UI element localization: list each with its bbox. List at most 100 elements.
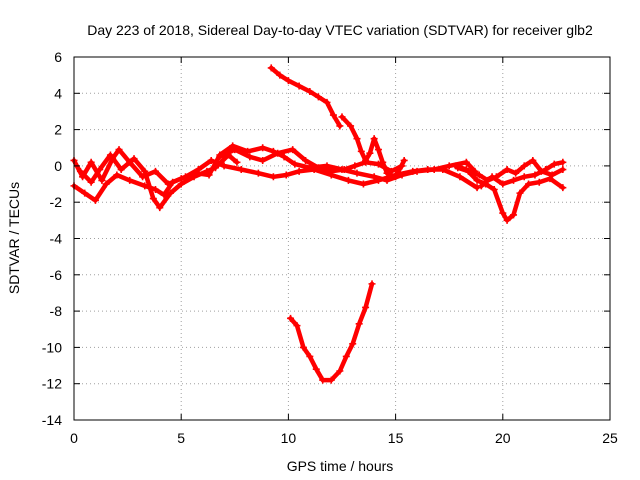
data-point xyxy=(287,314,295,322)
data-point xyxy=(207,156,215,164)
y-tick-label: -4 xyxy=(50,231,63,247)
data-point xyxy=(96,166,104,174)
data-point xyxy=(169,178,177,186)
data-point xyxy=(529,156,537,164)
data-point xyxy=(520,162,528,170)
data-point xyxy=(177,180,185,188)
series-trace-3 xyxy=(76,151,241,212)
data-point xyxy=(342,352,350,360)
data-point xyxy=(445,162,453,170)
data-point xyxy=(559,158,567,166)
data-point xyxy=(473,176,481,184)
data-point xyxy=(368,280,376,288)
data-point xyxy=(475,171,483,179)
data-point xyxy=(357,147,365,155)
y-tick-label: -12 xyxy=(42,376,62,392)
data-series xyxy=(70,64,567,384)
data-point xyxy=(302,156,310,164)
data-point xyxy=(306,87,314,95)
data-point xyxy=(276,71,284,79)
data-point xyxy=(336,122,344,130)
data-point xyxy=(282,171,290,179)
data-point xyxy=(289,146,297,154)
data-point xyxy=(284,77,292,85)
data-point xyxy=(510,176,518,184)
data-point xyxy=(473,184,481,192)
chart-title: Day 223 of 2018, Sidereal Day-to-day VTE… xyxy=(87,22,593,38)
data-point xyxy=(269,173,277,181)
data-point xyxy=(456,173,464,181)
data-point xyxy=(151,185,159,193)
data-point xyxy=(87,158,95,166)
grid-lines xyxy=(74,57,610,420)
data-point xyxy=(359,180,367,188)
data-point xyxy=(149,195,157,203)
x-tick-label: 5 xyxy=(177,430,185,446)
data-point xyxy=(548,171,556,179)
data-point xyxy=(477,182,485,190)
series-trace-5 xyxy=(267,64,344,130)
data-point xyxy=(194,166,202,174)
data-point xyxy=(117,166,125,174)
data-point xyxy=(106,151,114,159)
y-tick-label: -6 xyxy=(50,267,63,283)
data-point xyxy=(362,303,370,311)
data-point xyxy=(306,352,314,360)
data-point xyxy=(102,180,110,188)
data-point xyxy=(531,171,539,179)
x-axis-label: GPS time / hours xyxy=(287,458,394,474)
data-point xyxy=(374,146,382,154)
y-tick-label: 4 xyxy=(54,85,62,101)
data-point xyxy=(115,146,123,154)
data-point xyxy=(374,176,382,184)
data-point xyxy=(379,158,387,166)
data-point xyxy=(535,178,543,186)
data-point xyxy=(366,149,374,157)
data-point xyxy=(362,156,370,164)
data-point xyxy=(259,156,267,164)
data-point xyxy=(295,167,303,175)
data-point xyxy=(141,167,149,175)
data-point xyxy=(503,166,511,174)
data-point xyxy=(338,113,346,121)
data-point xyxy=(314,93,322,101)
data-point xyxy=(314,164,322,172)
data-point xyxy=(233,158,241,166)
y-tick-label: -10 xyxy=(42,339,62,355)
data-point xyxy=(156,204,164,212)
data-point xyxy=(510,211,518,219)
data-point xyxy=(347,122,355,130)
data-point xyxy=(462,158,470,166)
data-point xyxy=(370,135,378,143)
data-point xyxy=(499,209,507,217)
data-point xyxy=(274,149,282,157)
data-point xyxy=(246,153,254,161)
data-point xyxy=(323,98,331,106)
data-point xyxy=(151,167,159,175)
y-tick-label: -2 xyxy=(50,194,63,210)
data-point xyxy=(212,164,220,172)
data-point xyxy=(336,367,344,375)
y-tick-label: 2 xyxy=(54,122,62,138)
data-point xyxy=(550,160,558,168)
data-point xyxy=(231,146,239,154)
series-trace-7 xyxy=(287,280,376,384)
series-trace-6 xyxy=(338,113,408,181)
data-point xyxy=(327,376,335,384)
data-point xyxy=(329,111,337,119)
data-point xyxy=(559,184,567,192)
data-point xyxy=(516,189,524,197)
x-tick-label: 20 xyxy=(495,430,511,446)
data-point xyxy=(319,376,327,384)
data-point xyxy=(344,176,352,184)
data-point xyxy=(295,82,303,90)
series-trace xyxy=(268,65,343,129)
data-point xyxy=(512,169,520,177)
data-point xyxy=(439,166,447,174)
data-point xyxy=(237,166,245,174)
data-point xyxy=(499,180,507,188)
axis-ticks: 0 5 10 15 20 25 -14 -12 -10 -8 -6 -4 -2 0 2 4 6 xyxy=(42,49,618,446)
data-point xyxy=(409,167,417,175)
data-point xyxy=(392,173,400,181)
